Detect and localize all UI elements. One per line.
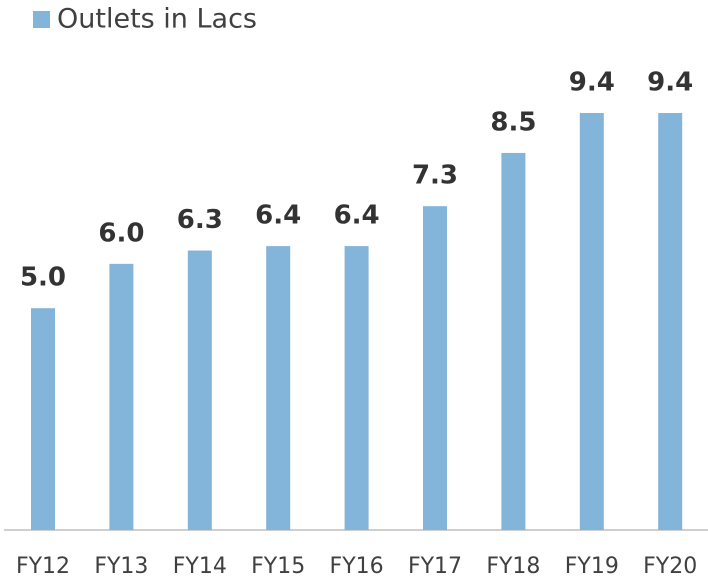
bar	[501, 152, 526, 530]
value-label: 8.5	[490, 107, 536, 137]
value-label: 6.4	[255, 201, 301, 231]
x-tick-label: FY18	[486, 554, 540, 579]
bar	[344, 246, 369, 530]
bar	[266, 246, 291, 530]
bar	[423, 206, 447, 530]
legend-swatch	[33, 11, 50, 28]
bar	[109, 263, 134, 530]
x-tick-label: FY12	[16, 554, 70, 579]
value-label: 5.0	[20, 263, 66, 293]
bar	[31, 308, 55, 530]
value-label: 6.0	[98, 218, 144, 248]
value-label: 6.4	[334, 201, 380, 231]
value-label: 7.3	[412, 161, 458, 191]
bar	[658, 113, 683, 531]
value-label: 9.4	[647, 68, 693, 98]
bar	[579, 113, 604, 531]
x-tick-label: FY14	[173, 554, 227, 579]
value-label: 9.4	[569, 68, 615, 98]
x-tick-label: FY17	[408, 554, 462, 579]
x-tick-label: FY20	[643, 554, 697, 579]
x-tick-label: FY13	[94, 554, 148, 579]
bar	[187, 250, 212, 531]
x-tick-label: FY15	[251, 554, 305, 579]
value-label: 6.3	[177, 205, 223, 235]
legend-label: Outlets in Lacs	[57, 4, 257, 35]
x-tick-label: FY19	[565, 554, 619, 579]
x-tick-label: FY16	[330, 554, 384, 579]
